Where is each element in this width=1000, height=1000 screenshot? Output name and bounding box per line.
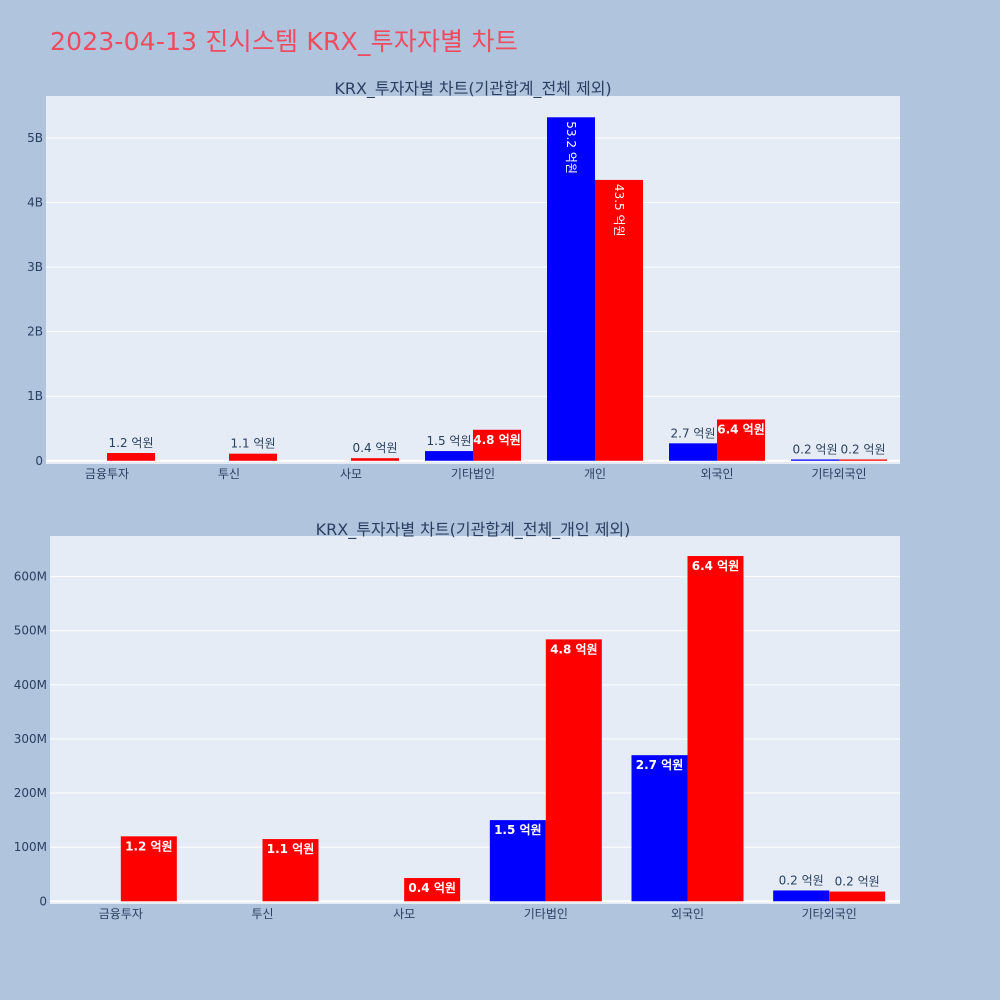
x-tick-label: 금융투자 (99, 907, 143, 921)
y-tick-label: 4B (27, 196, 43, 210)
bar (473, 429, 521, 461)
chart-1-title: KRX_투자자별 차트(기관합계_전체 제외) (334, 79, 611, 99)
chart-2: 1.5 억원 2.7 억원 0.2 억원 1.2 억원 1.1 억원 0.4 억원 4.8 … (14, 520, 900, 921)
y-tick-label: 300M (14, 732, 47, 746)
page-title: 2023-04-13 진시스템 KRX_투자자별 차트 (50, 27, 518, 56)
data-label: 2.7 억원 (636, 758, 684, 772)
bar (839, 459, 887, 461)
x-tick-label: 사모 (340, 467, 362, 481)
x-tick-label: 기타법인 (451, 467, 495, 481)
bar (791, 459, 839, 461)
bar (489, 820, 546, 902)
data-label: 1.2 억원 (125, 839, 173, 853)
x-tick-label: 외국인 (671, 907, 704, 921)
x-tick-label: 외국인 (700, 467, 733, 481)
bar (669, 443, 717, 461)
y-tick-label: 0 (35, 454, 43, 468)
bar (404, 878, 461, 902)
bar (545, 639, 602, 902)
y-tick-label: 3B (27, 260, 43, 274)
x-tick-label: 기타법인 (524, 907, 568, 921)
bar (425, 451, 473, 461)
data-label: 6.4 억원 (692, 559, 740, 573)
bar (717, 419, 765, 461)
y-tick-label: 100M (14, 840, 47, 854)
data-label: 1.5 억원 (494, 823, 542, 837)
data-label: 0.2 억원 (841, 442, 886, 456)
y-tick-label: 5B (27, 131, 43, 145)
y-tick-label: 2B (27, 325, 43, 339)
x-tick-label: 기타외국인 (811, 467, 866, 481)
x-tick-label: 개인 (584, 467, 606, 481)
y-tick-label: 400M (14, 678, 47, 692)
y-tick-label: 500M (14, 624, 47, 638)
bar (351, 458, 399, 461)
data-label: 0.4 억원 (353, 441, 398, 455)
x-tick-label: 투신 (218, 467, 240, 481)
x-tick-label: 금융투자 (85, 467, 129, 481)
y-tick-label: 200M (14, 786, 47, 800)
data-label: 53.2 억원 (564, 121, 578, 174)
data-label: 4.8 억원 (550, 642, 598, 656)
data-label: 0.2 억원 (835, 875, 880, 889)
y-tick-label: 0 (39, 894, 47, 908)
bar (595, 179, 643, 461)
bar (773, 890, 830, 902)
chart-2-title: KRX_투자자별 차트(기관합계_전체_개인 제외) (316, 520, 631, 540)
y-tick-label: 600M (14, 570, 47, 584)
data-label: 6.4 억원 (717, 422, 765, 436)
data-label: 1.2 억원 (109, 436, 154, 450)
data-label: 0.4 억원 (408, 881, 456, 895)
x-tick-label: 기타외국인 (802, 907, 857, 921)
data-label: 2.7 억원 (671, 426, 716, 440)
bar (829, 891, 886, 902)
data-label: 43.5 억원 (612, 184, 626, 237)
x-tick-label: 사모 (393, 907, 415, 921)
x-tick-label: 투신 (251, 907, 273, 921)
plot-area-1 (46, 96, 900, 464)
bar (229, 453, 277, 461)
data-label: 1.5 억원 (427, 434, 472, 448)
bar (120, 836, 177, 902)
bar (687, 556, 744, 902)
bar (631, 755, 688, 902)
data-label: 0.2 억원 (779, 873, 824, 887)
bar (107, 453, 155, 461)
bar (262, 839, 319, 902)
data-label: 1.1 억원 (231, 437, 276, 451)
chart-1: 1.5 억원 53.2 억원 2.7 억원 0.2 억원 1.2 억원 1.1 억원 0.4… (27, 79, 900, 481)
data-label: 4.8 억원 (473, 433, 521, 447)
data-label: 0.2 억원 (793, 442, 838, 456)
data-label: 1.1 억원 (267, 842, 315, 856)
y-tick-label: 1B (27, 389, 43, 403)
plot-area-2 (50, 536, 900, 904)
bar (547, 117, 595, 461)
